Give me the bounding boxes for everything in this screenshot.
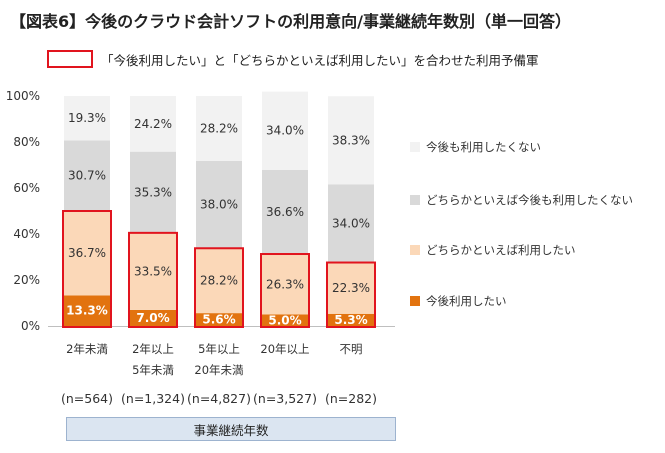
bar-segment [196, 96, 242, 161]
sample-size-label: (n=4,827) [187, 391, 251, 406]
data-label: 36.7% [68, 246, 106, 260]
bar-segment [64, 295, 110, 326]
bar-segment [196, 248, 242, 314]
sample-size-label: (n=564) [61, 391, 113, 406]
legend-swatch [410, 195, 420, 205]
y-tick-label: 100% [6, 89, 40, 103]
legend-swatch [410, 296, 420, 306]
sample-size-label: (n=282) [325, 391, 377, 406]
x-category-label: 5年未満 [132, 363, 174, 377]
highlight-box [260, 253, 310, 328]
highlight-note-swatch [47, 50, 93, 68]
data-label: 33.5% [134, 264, 172, 278]
data-label: 5.3% [334, 313, 367, 327]
x-category-label: 2年未満 [66, 342, 108, 356]
bar-segment [130, 309, 176, 326]
x-category-label: 20年以上 [260, 342, 309, 356]
bar-segment [328, 313, 374, 326]
data-label: 38.0% [200, 198, 238, 212]
data-label: 34.0% [332, 216, 370, 230]
segment-labels: 13.3% 36.7% 30.7% 19.3% 7.0% 33.5% 35.3% 24.2% 5… [66, 111, 370, 327]
data-label: 34.0% [266, 124, 304, 138]
bar-segment [262, 169, 308, 255]
chart-title: 【図表6】今後のクラウド会計ソフトの利用意向/事業継続年数別（単一回答） [10, 12, 571, 31]
data-label: 28.2% [200, 121, 238, 135]
legend-swatch [410, 142, 420, 152]
bar-segment [64, 211, 110, 296]
highlight-boxes [62, 210, 376, 329]
x-category-label: 不明 [340, 342, 363, 356]
data-label: 22.3% [332, 281, 370, 295]
data-label: 30.7% [68, 169, 106, 183]
data-label: 7.0% [136, 311, 169, 325]
legend: 今後も利用したくないどちらかといえば今後も利用したくないどちらかといえば利用した… [410, 140, 633, 308]
bar-segment [130, 151, 176, 233]
sample-size-label: (n=3,527) [253, 391, 317, 406]
bar-segment [130, 96, 176, 152]
data-label: 36.6% [266, 205, 304, 219]
data-label: 24.2% [134, 117, 172, 131]
bar-segment [262, 314, 308, 326]
bar-segment [130, 232, 176, 310]
bar-segment [64, 96, 110, 141]
x-axis-title: 事業継続年数 [66, 417, 396, 441]
data-label: 35.3% [134, 185, 172, 199]
bar-segment [262, 254, 308, 315]
legend-swatch [410, 245, 420, 255]
legend-label: どちらかといえば今後も利用したくない [426, 193, 633, 207]
bar-segment [328, 184, 374, 263]
highlight-box [62, 210, 112, 328]
bar-segment [196, 160, 242, 249]
legend-label: 今後利用したい [426, 294, 507, 308]
data-label: 5.6% [202, 313, 235, 327]
y-tick-label: 0% [21, 319, 40, 333]
legend-label: 今後も利用したくない [426, 140, 541, 154]
data-label: 38.3% [332, 133, 370, 147]
bar-series [64, 91, 374, 326]
data-label: 5.0% [268, 313, 301, 327]
highlight-box [128, 231, 178, 329]
y-tick-label: 20% [13, 273, 40, 287]
data-label: 19.3% [68, 111, 106, 125]
sample-size-label: (n=1,324) [121, 391, 185, 406]
data-label: 28.2% [200, 274, 238, 288]
bar-segment [328, 96, 374, 185]
highlight-box [326, 261, 376, 328]
x-category-label: 20年未満 [194, 363, 243, 377]
bar-segment [262, 91, 308, 170]
y-tick-label: 40% [13, 227, 40, 241]
y-tick-label: 60% [13, 181, 40, 195]
y-tick-label: 80% [13, 135, 40, 149]
highlight-note-text: 「今後利用したい」と「どちらかといえば利用したい」を合わせた利用予備軍 [101, 52, 539, 68]
bar-segment [64, 140, 110, 211]
y-axis-ticks: 0% 20% 40% 60% 80% 100% [6, 89, 40, 333]
x-category-label: 2年以上 [132, 342, 174, 356]
data-label: 26.3% [266, 277, 304, 291]
data-label: 13.3% [66, 304, 108, 318]
highlight-note: 「今後利用したい」と「どちらかといえば利用したい」を合わせた利用予備軍 [47, 49, 539, 69]
highlight-box [194, 247, 244, 328]
x-axis-categories: 2年未満 (n=564) 2年以上 5年未満 (n=1,324) 5年以上 20年未満 (n=… [61, 342, 377, 406]
legend-label: どちらかといえば利用したい [426, 243, 576, 257]
bar-segment [328, 262, 374, 314]
x-category-label: 5年以上 [198, 342, 240, 356]
bar-segment [196, 313, 242, 326]
